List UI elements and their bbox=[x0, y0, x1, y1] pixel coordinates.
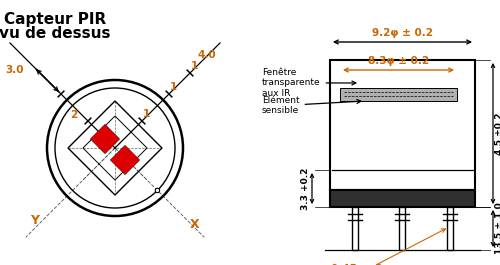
Bar bbox=[340, 88, 457, 101]
Text: 0.45φ x3: 0.45φ x3 bbox=[331, 264, 383, 265]
Bar bbox=[447, 207, 453, 250]
Bar bbox=[352, 207, 358, 250]
Text: 2: 2 bbox=[70, 110, 78, 120]
Text: 1: 1 bbox=[142, 109, 150, 119]
Text: 8.3φ ± 0.2: 8.3φ ± 0.2 bbox=[368, 56, 429, 66]
Text: 9.2φ ± 0.2: 9.2φ ± 0.2 bbox=[372, 28, 433, 38]
Text: X: X bbox=[190, 219, 200, 232]
Text: vu de dessus: vu de dessus bbox=[0, 26, 111, 41]
Text: 3.0: 3.0 bbox=[6, 65, 24, 75]
Bar bbox=[399, 207, 405, 250]
Text: 13.5 ± 1.0: 13.5 ± 1.0 bbox=[495, 203, 500, 254]
Circle shape bbox=[155, 188, 160, 193]
Text: Capteur PIR: Capteur PIR bbox=[4, 12, 106, 27]
Bar bbox=[330, 190, 475, 207]
Text: 3.3 +0.2: 3.3 +0.2 bbox=[301, 167, 310, 210]
Text: Elément
sensible: Elément sensible bbox=[262, 96, 361, 115]
Text: Y: Y bbox=[30, 214, 40, 227]
Polygon shape bbox=[90, 125, 120, 153]
Text: 4.5 ±0.2: 4.5 ±0.2 bbox=[495, 112, 500, 155]
Bar bbox=[330, 60, 475, 190]
Text: 4.0: 4.0 bbox=[198, 50, 216, 60]
Polygon shape bbox=[110, 145, 140, 174]
Text: Fenêtre
transparente
aux IR: Fenêtre transparente aux IR bbox=[262, 68, 356, 98]
Text: 1: 1 bbox=[170, 82, 176, 92]
Text: 1: 1 bbox=[190, 61, 198, 71]
